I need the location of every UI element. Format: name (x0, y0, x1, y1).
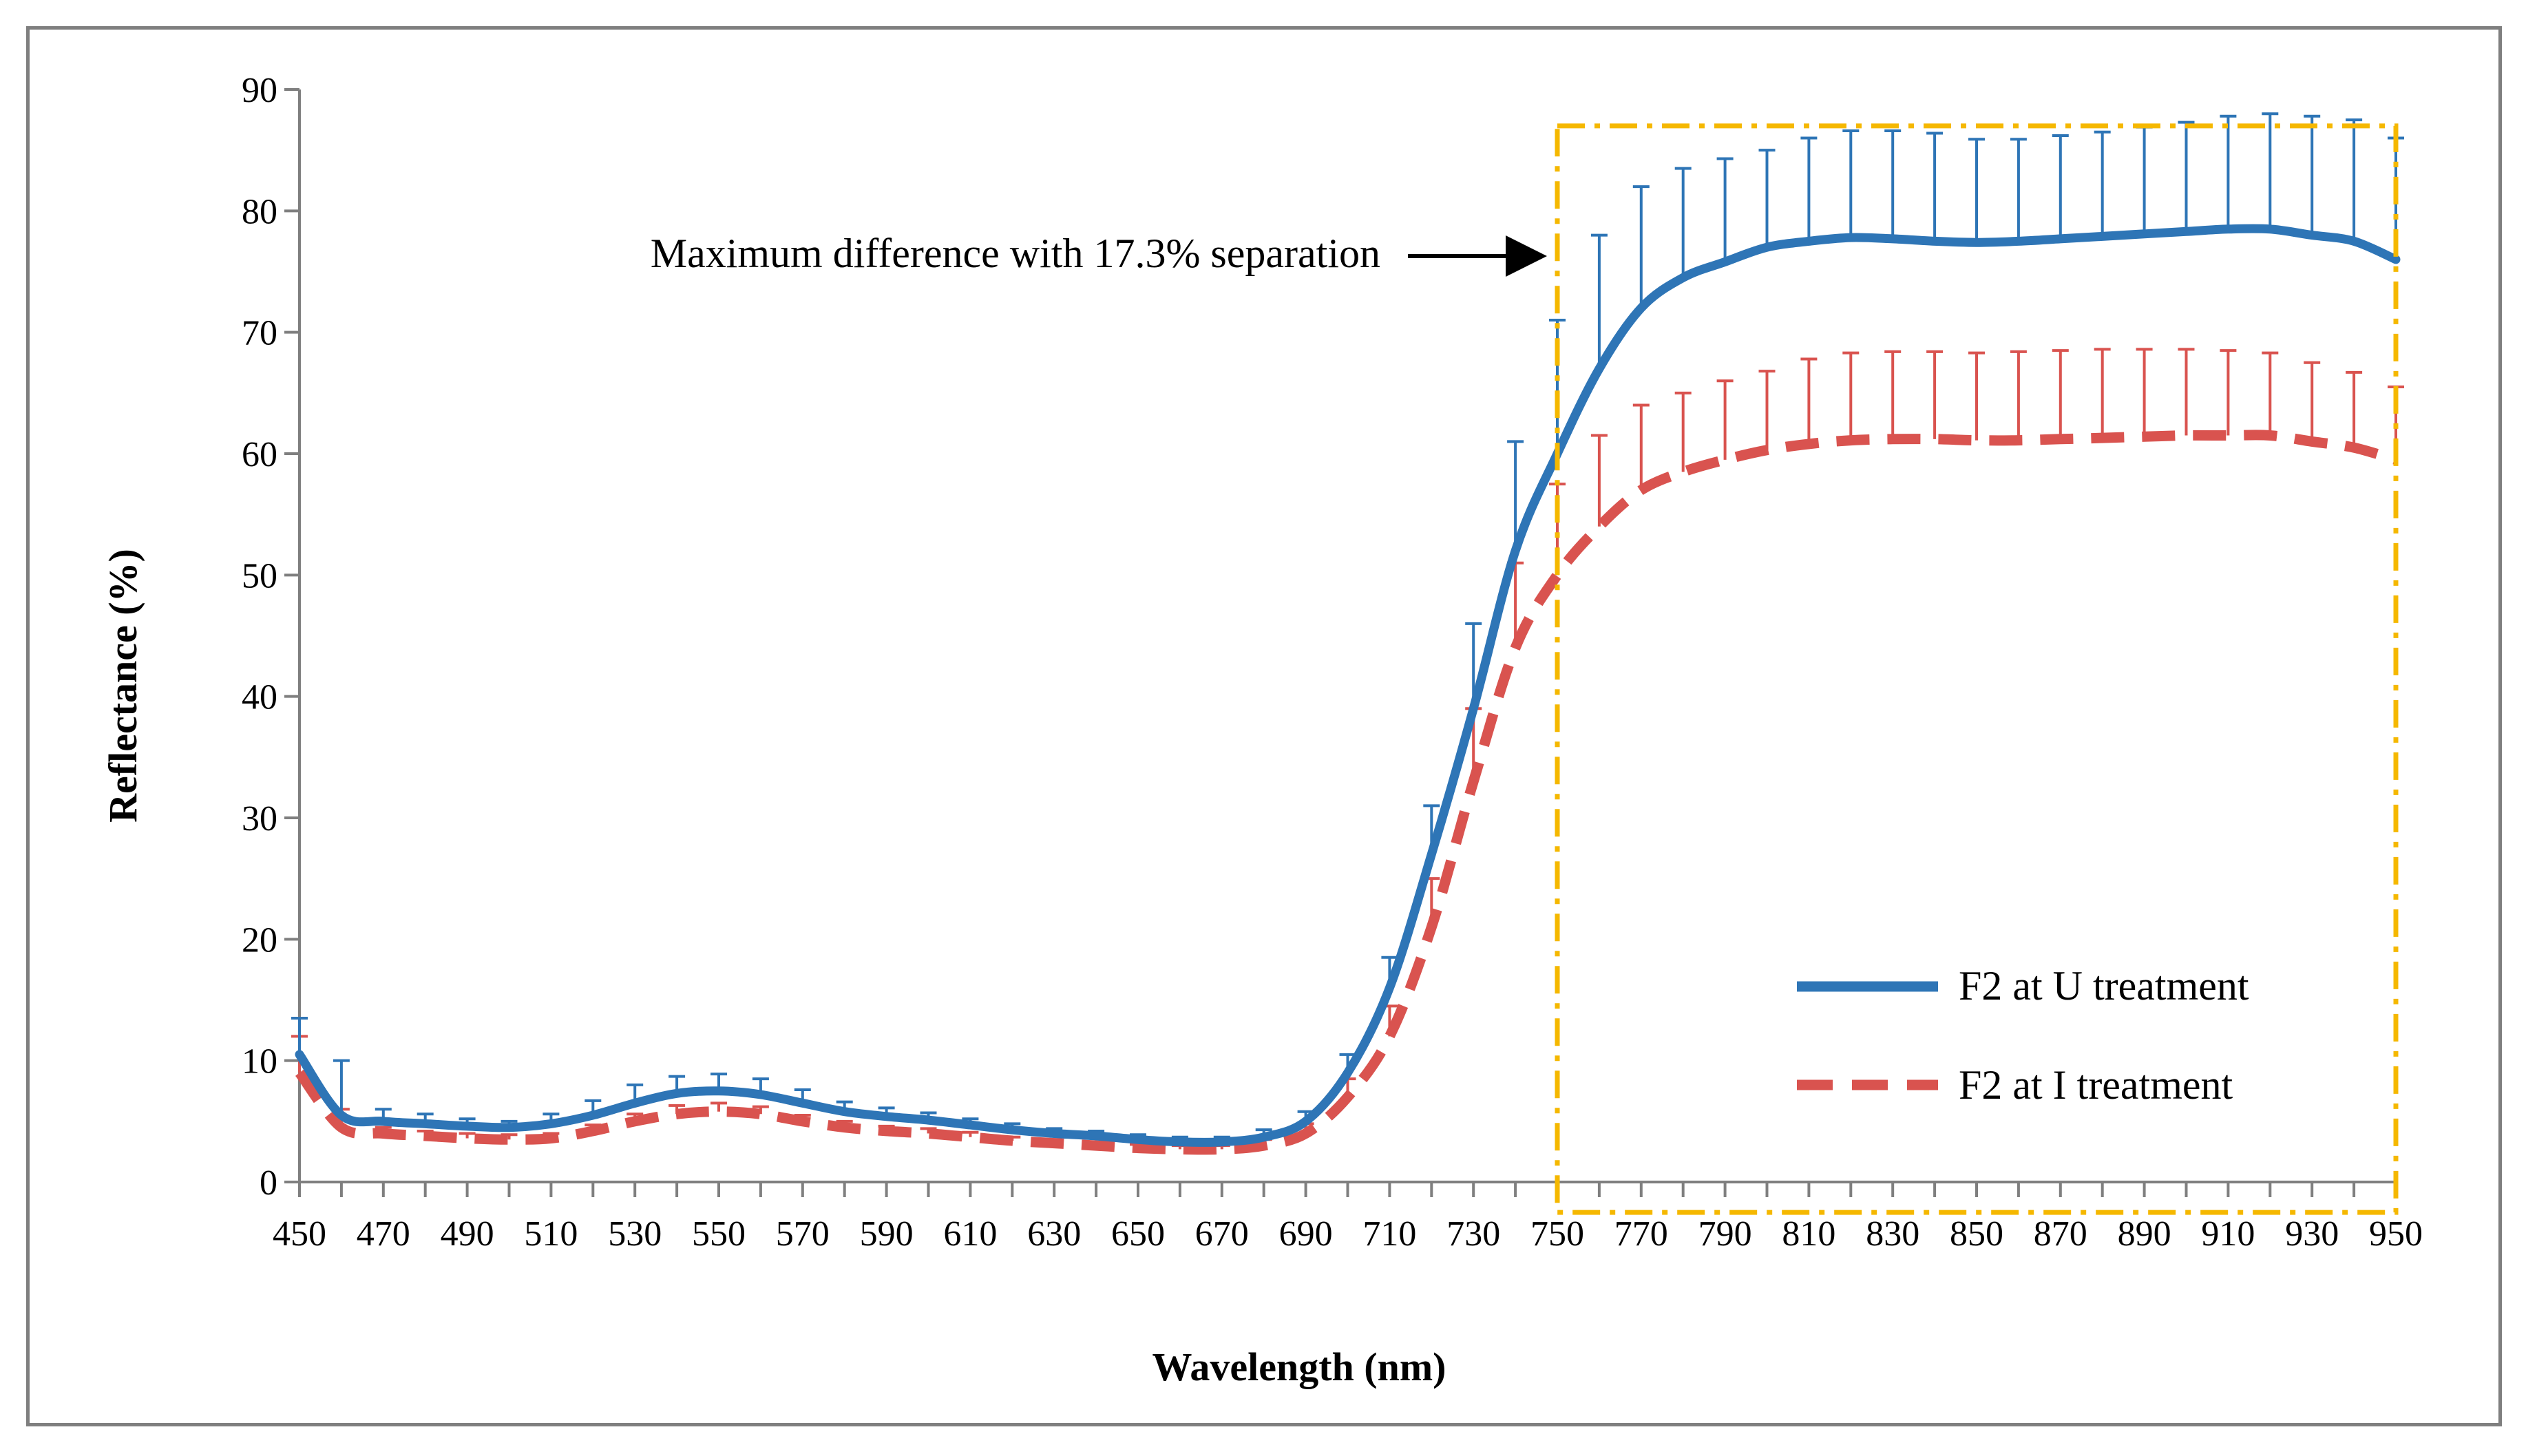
x-tick-label: 670 (1195, 1214, 1249, 1254)
y-tick-label: 40 (242, 678, 277, 717)
y-tick-label: 70 (242, 314, 277, 353)
series-line-u (295, 224, 2401, 1147)
x-tick-label: 590 (860, 1214, 914, 1254)
legend-label-i: F2 at I treatment (1959, 1062, 2233, 1108)
y-tick-label: 20 (242, 920, 277, 960)
series-layer (291, 112, 2404, 1155)
y-tick-label: 50 (242, 556, 277, 595)
x-tick-label: 450 (273, 1214, 326, 1254)
series-line-i (295, 430, 2398, 1155)
x-tick-label: 650 (1111, 1214, 1165, 1254)
x-tick-label: 830 (1866, 1214, 1919, 1254)
highlight-region-box (1555, 123, 2399, 1215)
x-tick-label: 490 (441, 1214, 494, 1254)
x-axis-ticks: 450 470 490 510 530 550 570 590 610 630 650 670 690 7… (273, 1182, 2423, 1254)
legend: F2 at U treatment F2 at I treatment (1797, 963, 2249, 1108)
x-tick-label: 690 (1279, 1214, 1333, 1254)
x-tick-label: 570 (776, 1214, 830, 1254)
error-bars-i (291, 348, 2404, 1150)
x-tick-label: 850 (1950, 1214, 2003, 1254)
x-tick-label: 550 (692, 1214, 746, 1254)
x-tick-label: 930 (2285, 1214, 2339, 1254)
x-tick-label: 910 (2201, 1214, 2255, 1254)
y-tick-label: 30 (242, 799, 277, 838)
y-tick-label: 10 (242, 1042, 277, 1082)
highlight-region-layer (1555, 123, 2399, 1215)
x-tick-label: 630 (1027, 1214, 1081, 1254)
x-tick-label: 610 (943, 1214, 997, 1254)
x-tick-label: 950 (2369, 1214, 2423, 1254)
y-tick-label: 80 (242, 192, 277, 231)
x-tick-label: 470 (357, 1214, 410, 1254)
annotation-text: Maximum difference with 17.3% separation (651, 231, 1380, 276)
x-tick-label: 530 (608, 1214, 662, 1254)
y-tick-label: 60 (242, 435, 277, 474)
x-tick-label: 710 (1362, 1214, 1416, 1254)
y-tick-label: 90 (242, 71, 277, 110)
y-axis-ticks: 0 10 20 30 40 50 60 70 80 90 (242, 71, 299, 1203)
x-tick-label: 750 (1530, 1214, 1584, 1254)
y-axis-title: Reflectance (%) (101, 549, 145, 823)
x-axis-title: Wavelength (nm) (1152, 1344, 1446, 1389)
x-tick-label: 890 (2118, 1214, 2171, 1254)
x-tick-label: 870 (2034, 1214, 2087, 1254)
x-tick-label: 510 (524, 1214, 578, 1254)
x-tick-label: 790 (1698, 1214, 1752, 1254)
x-tick-label: 770 (1614, 1214, 1668, 1254)
x-tick-label: 810 (1782, 1214, 1835, 1254)
y-tick-label: 0 (260, 1163, 277, 1203)
legend-label-u: F2 at U treatment (1959, 963, 2249, 1009)
x-tick-label: 730 (1446, 1214, 1500, 1254)
